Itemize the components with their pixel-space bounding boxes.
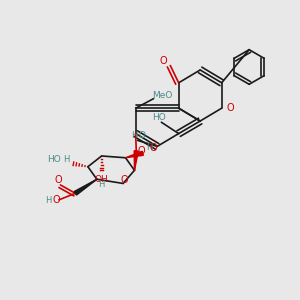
Text: O: O — [226, 103, 234, 112]
Text: H: H — [132, 131, 138, 140]
Text: HO: HO — [152, 113, 166, 122]
Text: O: O — [139, 131, 146, 140]
Text: HO: HO — [47, 155, 60, 164]
Text: H: H — [146, 143, 152, 152]
Text: H: H — [64, 155, 70, 164]
Text: O: O — [121, 176, 128, 185]
Polygon shape — [125, 151, 143, 158]
Text: H: H — [46, 196, 52, 205]
Text: O: O — [160, 56, 167, 66]
Text: MeO: MeO — [152, 91, 172, 100]
Polygon shape — [74, 179, 97, 195]
Polygon shape — [134, 151, 138, 170]
Text: O: O — [53, 196, 60, 206]
Text: O: O — [55, 175, 62, 184]
Text: H: H — [98, 180, 105, 189]
Text: OH: OH — [95, 176, 109, 184]
Text: O: O — [149, 143, 157, 153]
Text: O: O — [137, 146, 145, 157]
